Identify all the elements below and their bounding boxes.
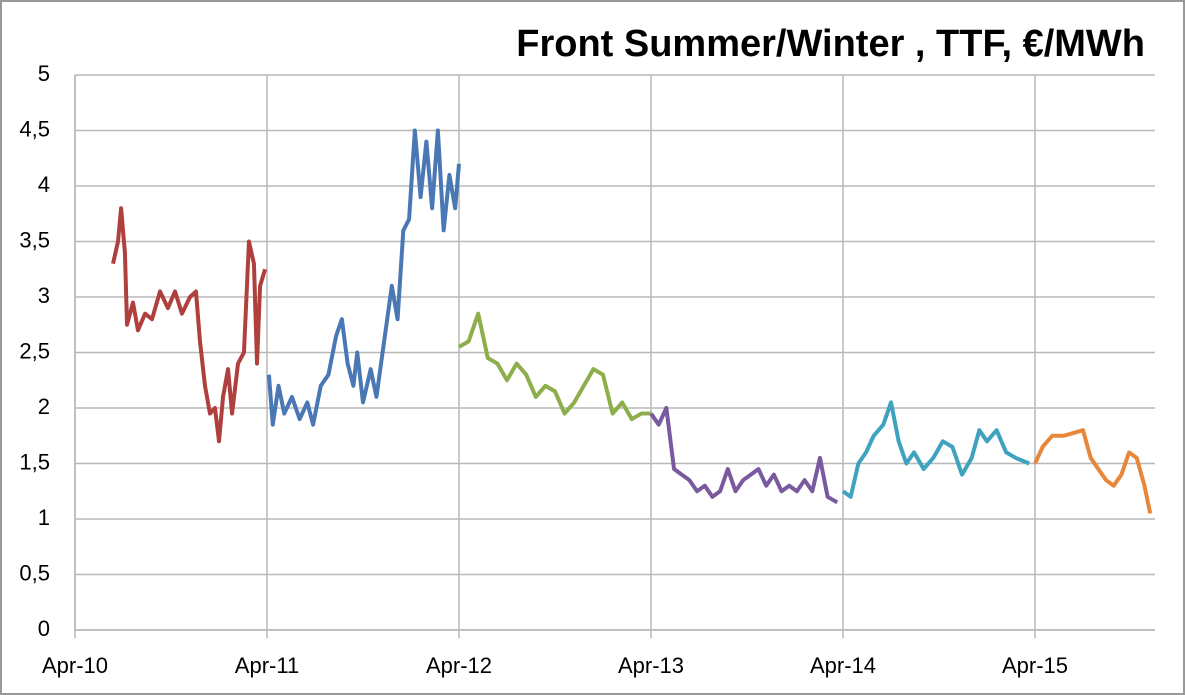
series-line xyxy=(841,400,1031,499)
series-line xyxy=(649,406,839,505)
chart-title: Front Summer/Winter , TTF, €/MWh xyxy=(516,23,1145,65)
y-tick-label: 3 xyxy=(38,283,50,308)
y-tick-label: 0 xyxy=(38,616,50,641)
y-tick-label: 2,5 xyxy=(19,338,50,363)
x-tick-label: Apr-14 xyxy=(810,653,876,678)
series-line xyxy=(457,311,651,422)
x-tick-label: Apr-11 xyxy=(235,653,299,678)
y-tick-label: 1 xyxy=(38,505,50,530)
series-line xyxy=(1033,428,1153,514)
y-tick-label: 5 xyxy=(38,61,50,86)
series-line xyxy=(111,206,267,444)
y-tick-label: 0,5 xyxy=(19,560,50,585)
x-tick-label: Apr-13 xyxy=(618,653,684,678)
x-tick-label: Apr-10 xyxy=(42,653,108,678)
y-tick-label: 3,5 xyxy=(19,227,50,252)
y-tick-label: 4 xyxy=(38,172,50,197)
y-tick-label: 4,5 xyxy=(19,116,50,141)
x-tick-label: Apr-12 xyxy=(426,653,492,678)
y-tick-label: 2 xyxy=(38,394,50,419)
x-tick-label: Apr-15 xyxy=(1002,653,1068,678)
y-tick-label: 1,5 xyxy=(19,449,50,474)
series-line xyxy=(266,128,461,427)
